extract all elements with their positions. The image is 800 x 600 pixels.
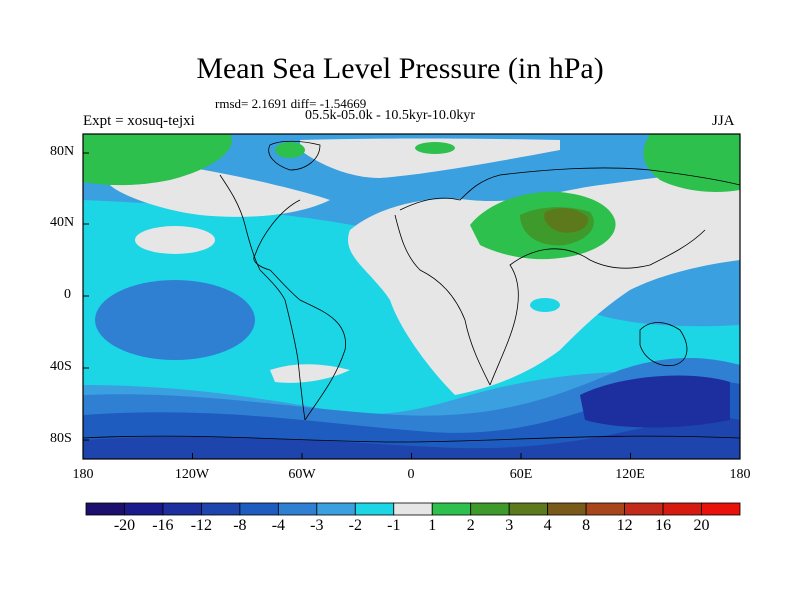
coast-americas-east bbox=[253, 199, 346, 421]
colorbar-swatch bbox=[124, 502, 164, 516]
coastlines bbox=[83, 140, 740, 443]
colorbar-swatch bbox=[201, 502, 241, 516]
xlabel-60w: 60W bbox=[288, 467, 316, 482]
coast-americas-west bbox=[219, 174, 306, 421]
colorbar-label: 12 bbox=[616, 517, 633, 534]
field-pacific-neutral bbox=[135, 226, 215, 254]
colorbar-label: -1 bbox=[387, 517, 401, 534]
field-indian-cyan bbox=[530, 298, 560, 312]
field-asia-positive-high bbox=[544, 208, 589, 233]
colorbar bbox=[85, 502, 741, 516]
axis-ticks bbox=[82, 152, 741, 459]
ylabel-80n: 80N bbox=[50, 144, 75, 159]
colorbar-swatch bbox=[162, 502, 202, 516]
colorbar-swatch bbox=[585, 502, 625, 516]
colorbar-swatch bbox=[547, 502, 587, 516]
colorbar-label: -4 bbox=[271, 517, 286, 534]
field-indian-deep bbox=[580, 375, 730, 428]
colorbar-swatch bbox=[316, 502, 356, 516]
colorbar-swatch bbox=[470, 502, 510, 516]
period-label: 05.5k-05.0k - 10.5kyr-10.0kyr bbox=[305, 108, 476, 123]
xlabel-180w: 180 bbox=[72, 467, 94, 482]
colorbar-swatch bbox=[393, 502, 433, 516]
coast-antarctica bbox=[83, 435, 740, 443]
xlabel-120w: 120W bbox=[174, 467, 210, 482]
field-satlantic-neutral bbox=[270, 364, 350, 383]
colorbar-swatch bbox=[662, 502, 702, 516]
coast-greenland bbox=[268, 140, 321, 171]
xlabel-0: 0 bbox=[407, 467, 415, 482]
field-southern-deep bbox=[83, 416, 740, 459]
coast-eurasia-north bbox=[399, 167, 740, 211]
colorbar-label: 16 bbox=[655, 517, 672, 534]
pressure-field bbox=[83, 134, 740, 459]
colorbar-label: -16 bbox=[152, 517, 174, 534]
field-europe-positive bbox=[415, 142, 455, 154]
colorbar-swatch bbox=[85, 502, 125, 516]
colorbar-label: -20 bbox=[113, 517, 136, 534]
colorbar-label: 4 bbox=[543, 517, 552, 534]
colorbar-swatch bbox=[624, 502, 664, 516]
colorbar-label: -3 bbox=[310, 517, 324, 534]
ylabel-40s: 40S bbox=[50, 359, 72, 374]
colorbar-swatch bbox=[354, 502, 395, 516]
field-greenland-positive bbox=[275, 142, 305, 158]
rmsd-diff-stats: rmsd= 2.1691 diff= -1.54669 bbox=[215, 96, 367, 111]
coast-africa-west bbox=[394, 214, 491, 386]
field-arctic-neutral bbox=[300, 138, 560, 178]
colorbar-label: 3 bbox=[505, 517, 514, 534]
colorbar-label: 8 bbox=[582, 517, 591, 534]
colorbar-swatch bbox=[431, 502, 472, 516]
colorbar-label: -12 bbox=[190, 517, 213, 534]
coast-africa-asia-east bbox=[489, 229, 706, 386]
colorbar-swatch bbox=[701, 502, 741, 516]
coast-australia bbox=[639, 322, 688, 367]
colorbar-label: -8 bbox=[233, 517, 247, 534]
colorbar-swatch bbox=[277, 502, 318, 516]
xlabel-120e: 120E bbox=[615, 467, 645, 482]
chart-title: Mean Sea Level Pressure (in hPa) bbox=[196, 52, 604, 85]
xlabel-60e: 60E bbox=[509, 467, 533, 482]
field-arctic-positive-east bbox=[643, 134, 740, 192]
colorbar-label: 20 bbox=[693, 517, 710, 534]
field-pacific-low bbox=[95, 280, 255, 360]
colorbar-label: 2 bbox=[466, 517, 475, 534]
field-arctic-positive-west bbox=[83, 134, 232, 186]
colorbar-label: -2 bbox=[348, 517, 362, 534]
experiment-label: Expt = xosuq-tejxi bbox=[83, 113, 195, 129]
xlabel-180e: 180 bbox=[729, 467, 751, 482]
ylabel-40n: 40N bbox=[50, 215, 75, 230]
field-afro-eurasia-neutral bbox=[348, 173, 740, 395]
colorbar-swatch bbox=[239, 502, 279, 516]
colorbar-label: 1 bbox=[428, 517, 437, 534]
colorbar-swatch bbox=[508, 502, 549, 516]
season-label: JJA bbox=[712, 113, 735, 129]
ylabel-80s: 80S bbox=[50, 431, 72, 446]
ylabel-0: 0 bbox=[64, 287, 71, 302]
